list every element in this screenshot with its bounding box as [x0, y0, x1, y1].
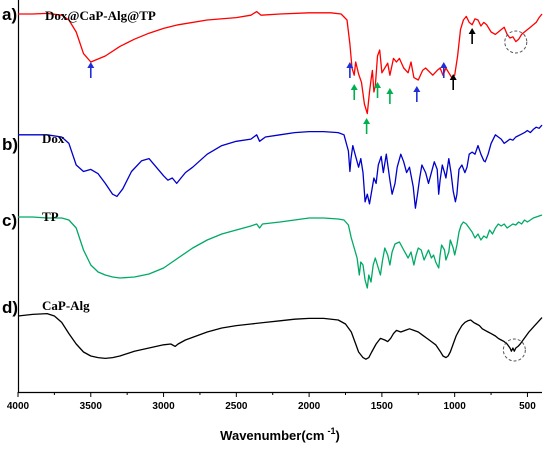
peak-arrow	[346, 62, 354, 78]
peak-arrow	[363, 118, 371, 134]
panel-label: a)	[2, 5, 17, 24]
x-tick-label: 2500	[225, 401, 248, 412]
sample-name: TP	[42, 209, 59, 224]
dashed-circle-highlight	[504, 30, 528, 54]
spectrum-line-dox-cap-alg-tp	[18, 10, 543, 115]
peak-arrow	[468, 28, 476, 44]
peak-arrow	[386, 88, 394, 104]
peak-arrow	[87, 62, 95, 78]
spectrum-line-dox	[18, 124, 543, 209]
sample-name: Dox	[42, 131, 65, 146]
x-tick-label: 2000	[298, 401, 321, 412]
peak-arrow	[440, 62, 448, 78]
series-layer	[17, 10, 543, 360]
panel-label: d)	[2, 298, 18, 317]
peak-arrow	[449, 74, 457, 90]
annotation-layer	[87, 28, 528, 362]
x-axis-title-superscript: -1	[327, 426, 335, 436]
spectrum-line-cap-alg	[17, 312, 543, 360]
spectrum-line-tp	[18, 214, 543, 289]
x-axis-ticks: 4000 3500 3000 2500 2000 1500 1000 500	[7, 392, 536, 412]
x-tick-label: 3000	[152, 401, 175, 412]
dashed-circle-highlight	[502, 338, 526, 362]
x-tick-label: 1000	[444, 401, 467, 412]
peak-arrow	[350, 84, 358, 100]
plot-area	[17, 0, 542, 394]
panel-label: c)	[2, 211, 17, 230]
peak-arrow	[374, 82, 382, 98]
panel-label: b)	[2, 135, 18, 154]
x-axis-title: Wavenumber(cm -1)	[220, 426, 340, 443]
panel-labels: a) Dox@CaP-Alg@TP b) Dox c) TP d) CaP-Alg	[2, 5, 156, 317]
x-axis-title-close: )	[335, 428, 339, 443]
sample-name: CaP-Alg	[42, 298, 90, 313]
x-tick-label: 4000	[7, 401, 30, 412]
sample-name: Dox@CaP-Alg@TP	[45, 8, 156, 23]
x-tick-label: 500	[519, 401, 536, 412]
x-tick-label: 3500	[80, 401, 103, 412]
x-axis-title-main: Wavenumber(cm	[220, 428, 324, 443]
peak-arrow	[413, 86, 421, 102]
x-tick-label: 1500	[371, 401, 394, 412]
